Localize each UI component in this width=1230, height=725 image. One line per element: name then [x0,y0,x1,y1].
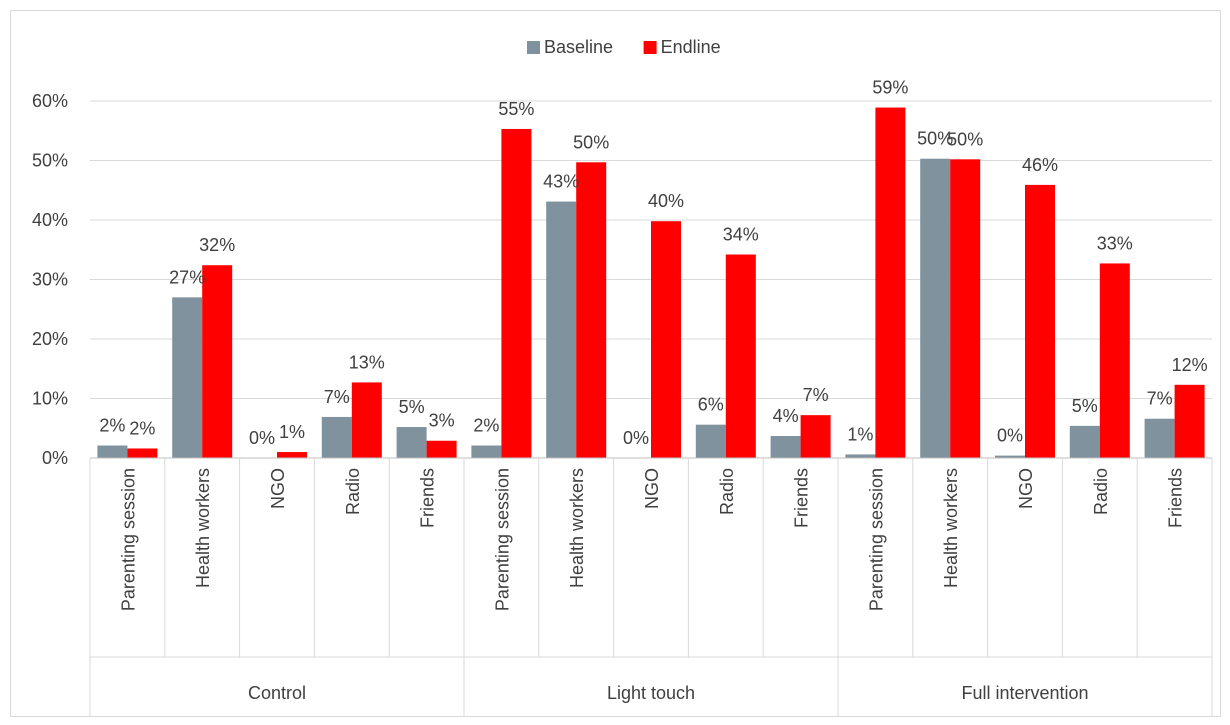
x-category-label: Friends [792,468,812,528]
x-category-label: NGO [1016,468,1036,509]
endline-data-label: 55% [498,99,534,119]
endline-bar [277,452,307,458]
endline-data-label: 2% [129,418,155,438]
endline-data-label: 7% [803,385,829,405]
endline-bar [426,440,457,458]
baseline-data-label: 4% [773,406,799,426]
endline-bar [875,107,906,459]
endline-data-label: 13% [349,352,385,372]
baseline-bar [920,158,951,458]
x-category-label: Health workers [567,468,587,588]
endline-bar [800,415,831,458]
baseline-data-label: 0% [997,426,1023,446]
data-labels: 2% 27% 0% 7% 5% 2% 43% 0% 6% 4% 1% 50% 0% 5% 7% 2% 32% 1%… [99,78,1207,448]
baseline-bar [546,201,577,458]
endline-data-label: 1% [279,422,305,442]
baseline-bar [321,416,352,458]
y-tick-label: 0% [42,448,68,468]
legend: Baseline Endline [527,37,721,57]
baseline-bar [1144,418,1175,458]
baseline-data-label: 2% [99,416,125,436]
baseline-data-label: 0% [623,428,649,448]
baseline-data-label: 5% [1072,396,1098,416]
baseline-bar [695,424,726,458]
legend-swatch-baseline [527,41,540,54]
endline-data-label: 50% [947,129,983,149]
endline-data-label: 3% [429,411,455,431]
x-category-label: Radio [1091,468,1111,515]
baseline-bar [845,454,876,458]
endline-bar [202,265,233,458]
y-tick-label: 50% [32,151,68,171]
endline-bar [725,254,756,458]
endline-bar [576,162,607,458]
legend-label-endline: Endline [661,37,721,57]
x-category-label: Parenting session [866,468,886,611]
endline-bar [950,159,981,458]
y-tick-label: 20% [32,329,68,349]
bars [97,107,1205,459]
legend-swatch-endline [643,41,657,54]
y-tick-label: 40% [32,210,68,230]
endline-bar [651,221,681,458]
x-category-label: Radio [343,468,363,515]
y-tick-label: 10% [32,389,68,409]
baseline-data-label: 7% [324,387,350,407]
baseline-bar [396,427,427,458]
baseline-data-label: 6% [698,395,724,415]
baseline-data-label: 43% [543,172,579,192]
baseline-bar [995,455,1025,458]
baseline-data-label: 7% [1147,389,1173,409]
baseline-data-label: 27% [169,267,205,287]
x-group-label: Full intervention [961,683,1088,703]
x-category-label: NGO [268,468,288,509]
baseline-data-label: 2% [473,416,499,436]
endline-data-label: 32% [199,235,235,255]
x-category-label: Friends [418,468,438,528]
baseline-data-label: 1% [847,424,873,444]
x-category-label: Health workers [941,468,961,588]
x-category-label: Friends [1166,468,1186,528]
x-category-label: Parenting session [492,468,512,611]
endline-bar [1025,184,1055,458]
endline-data-label: 34% [723,225,759,245]
baseline-bar [1069,425,1100,458]
y-tick-label: 60% [32,91,68,111]
y-tick-label: 30% [32,270,68,290]
endline-data-label: 46% [1022,155,1058,175]
baseline-data-label: 50% [917,129,953,149]
x-group-label: Light touch [607,683,695,703]
baseline-bar [172,297,203,458]
endline-bar [1099,263,1130,458]
x-category-label: Radio [717,468,737,515]
chart-frame [10,10,1221,717]
endline-bar [1174,384,1205,458]
legend-label-baseline: Baseline [544,37,613,57]
baseline-bar [770,435,801,458]
endline-data-label: 59% [872,78,908,98]
x-group-label: Control [248,683,306,703]
baseline-bar [471,445,502,458]
baseline-bar [97,445,128,458]
x-category-label: NGO [642,468,662,509]
endline-data-label: 40% [648,191,684,211]
baseline-data-label: 5% [399,397,425,417]
x-category-label: Health workers [193,468,213,588]
endline-data-label: 33% [1097,233,1133,253]
endline-bar [501,128,532,458]
y-axis: 0% 10% 20% 30% 40% 50% 60% [32,91,68,468]
endline-data-label: 12% [1172,355,1208,375]
x-axis: Parenting session Health workers NGO Radio F… [89,457,1213,717]
endline-bar [351,382,382,458]
endline-bar [127,448,158,458]
baseline-data-label: 0% [249,428,275,448]
x-category-label: Parenting session [118,468,138,611]
endline-data-label: 50% [573,132,609,152]
